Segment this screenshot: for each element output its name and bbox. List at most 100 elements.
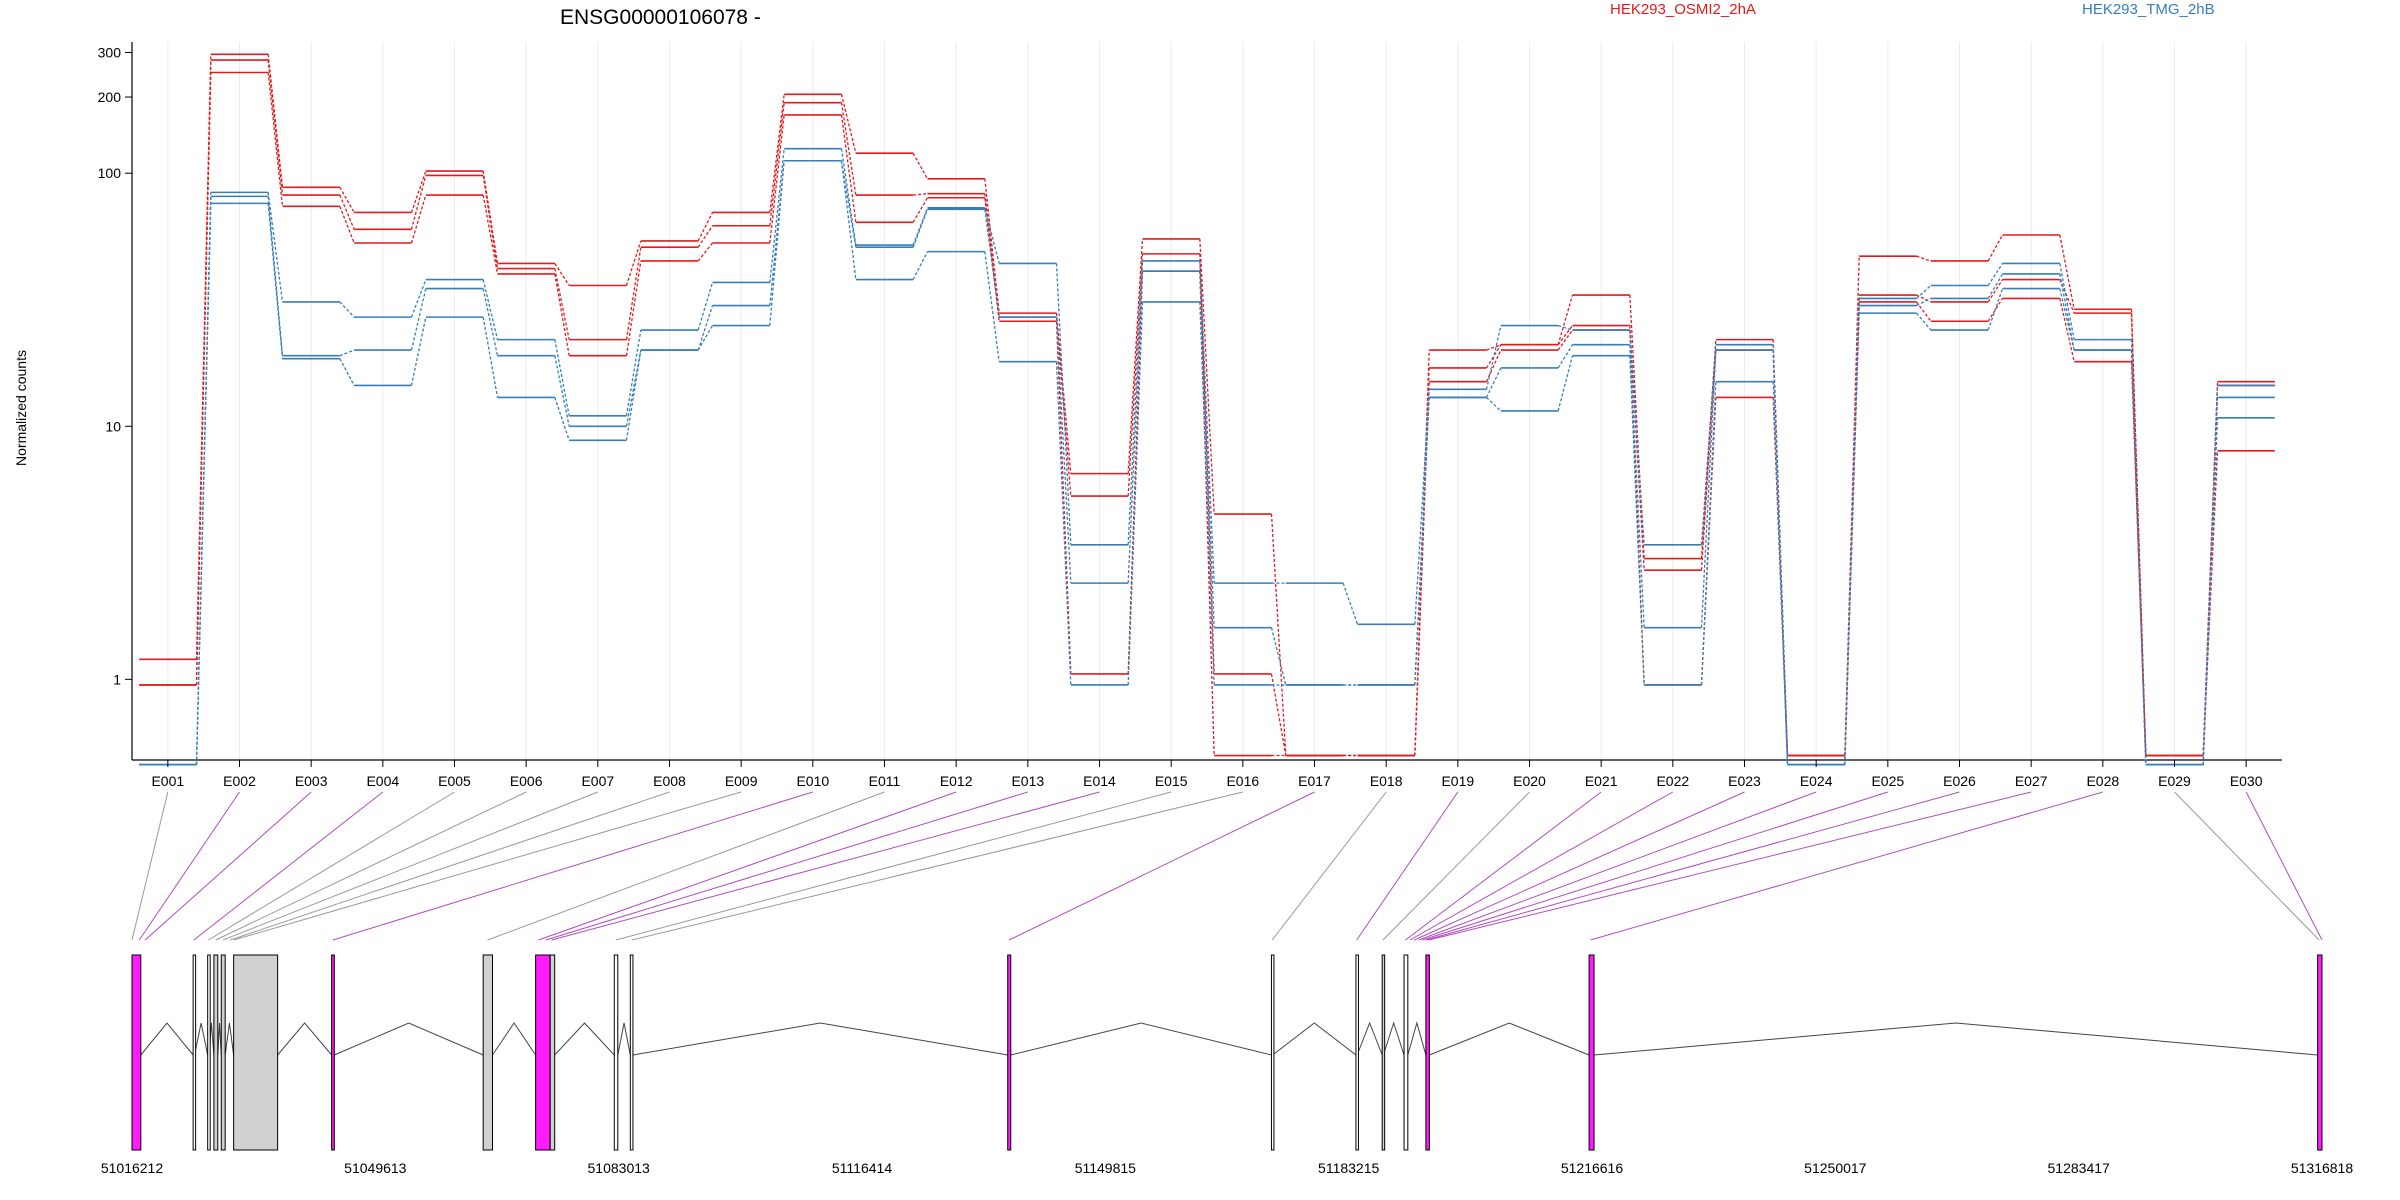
series-connector xyxy=(410,288,427,351)
intron xyxy=(632,1022,1008,1056)
exon-box xyxy=(2317,954,2323,1151)
y-tick-label: 200 xyxy=(98,89,122,105)
series-connector xyxy=(2059,273,2075,351)
series-connector xyxy=(984,209,1000,318)
series-connector xyxy=(1629,330,1645,545)
exon-link-line xyxy=(332,791,813,941)
exon-box xyxy=(192,954,197,1151)
series-connector xyxy=(625,260,642,356)
exon-link-line xyxy=(208,791,455,941)
series-connector xyxy=(769,94,785,213)
series-connector xyxy=(554,397,570,441)
series-connector xyxy=(625,349,642,441)
series-connector xyxy=(410,175,427,230)
y-tick-label: 1 xyxy=(113,671,121,687)
exon-box xyxy=(213,954,219,1151)
intron xyxy=(334,1022,484,1056)
exon-link-lines xyxy=(131,791,2323,941)
exon-link-line xyxy=(545,791,1028,941)
series-connector xyxy=(2202,417,2219,765)
series-connector xyxy=(1916,285,1932,299)
series-connector xyxy=(1700,350,1717,571)
exon-link-line xyxy=(1418,791,1817,941)
x-tick-label: E025 xyxy=(1871,773,1904,789)
series-connector xyxy=(625,247,642,340)
x-tick-label: E007 xyxy=(581,773,614,789)
exon-box xyxy=(1270,954,1275,1151)
intron xyxy=(140,1022,194,1056)
series-connector xyxy=(267,196,284,356)
series-connector xyxy=(1127,253,1144,497)
series-connector xyxy=(769,114,785,244)
series-connector xyxy=(1055,263,1072,545)
series-connector xyxy=(913,193,928,196)
x-tick-label: E012 xyxy=(940,773,973,789)
series-connector xyxy=(1700,339,1717,559)
series-connector xyxy=(1414,389,1430,625)
series-connector xyxy=(912,207,929,246)
series-connector xyxy=(267,192,284,303)
genomic-coordinate-label: 51283417 xyxy=(2048,1160,2111,1176)
series-connector xyxy=(2059,234,2075,310)
exon-box xyxy=(482,954,493,1151)
series-connector xyxy=(1916,294,1932,303)
intron xyxy=(224,1022,235,1056)
series-connector xyxy=(1987,263,2004,286)
x-tick-label: E003 xyxy=(295,773,328,789)
exon-link-line xyxy=(1356,791,1459,941)
series xyxy=(139,159,2275,766)
exon-link-line xyxy=(131,791,169,941)
series-connector xyxy=(1629,344,1645,628)
exon-box xyxy=(1007,954,1012,1151)
series-connector xyxy=(1629,295,1645,559)
series-connector xyxy=(1127,271,1144,674)
x-tick-label: E021 xyxy=(1585,773,1618,789)
series-connector xyxy=(1772,381,1789,765)
x-tick-label: E013 xyxy=(1011,773,1044,789)
exon-tick-labels: E001 E002 E003 E004 E005 E006 E007 E008 E009 E010… xyxy=(151,760,2263,789)
x-tick-label: E019 xyxy=(1441,773,1474,789)
intron xyxy=(1272,1022,1357,1056)
x-tick-label: E001 xyxy=(151,773,184,789)
intron xyxy=(194,1022,209,1056)
series-connector xyxy=(912,209,929,248)
y-tick-label: 10 xyxy=(105,418,121,434)
series-connector xyxy=(482,316,499,398)
series-connector xyxy=(410,170,427,213)
genomic-coordinate-label: 51250017 xyxy=(1804,1160,1867,1176)
series-connector xyxy=(697,282,714,331)
intron xyxy=(1429,1022,1590,1056)
x-tick-label: E004 xyxy=(366,773,399,789)
series-connector xyxy=(984,178,1000,314)
x-tick-label: E030 xyxy=(2230,773,2263,789)
series-connector xyxy=(2130,313,2147,756)
x-tick-label: E010 xyxy=(796,773,829,789)
series-connector xyxy=(482,175,499,269)
series-connector xyxy=(1557,355,1574,412)
series-connector xyxy=(482,288,499,356)
series-connector xyxy=(1557,324,1573,331)
exon-link-line xyxy=(1425,791,1960,941)
series-connector xyxy=(840,148,857,246)
exon-link-line xyxy=(1382,791,1530,941)
series-connector xyxy=(769,102,785,226)
series-connector xyxy=(1055,321,1072,674)
series-connector xyxy=(1557,294,1574,345)
exon-link-line xyxy=(1271,791,1387,941)
exon-link-line xyxy=(2174,791,2320,941)
series-connector xyxy=(1987,288,2004,331)
series-connector xyxy=(1055,361,1072,686)
exon-link-line xyxy=(551,791,1100,941)
series-connector xyxy=(840,94,857,154)
exon-box xyxy=(1588,954,1595,1151)
series-connector xyxy=(1342,582,1359,625)
series-connector xyxy=(912,251,929,280)
series xyxy=(139,159,2275,766)
series-connector xyxy=(1987,298,2004,322)
exon-link-line xyxy=(538,791,957,941)
series-layer xyxy=(139,53,2275,766)
series-connector xyxy=(410,316,427,386)
exon-link-line xyxy=(193,791,384,941)
plot-axes: 1 10 100 200 300 xyxy=(98,42,2282,761)
